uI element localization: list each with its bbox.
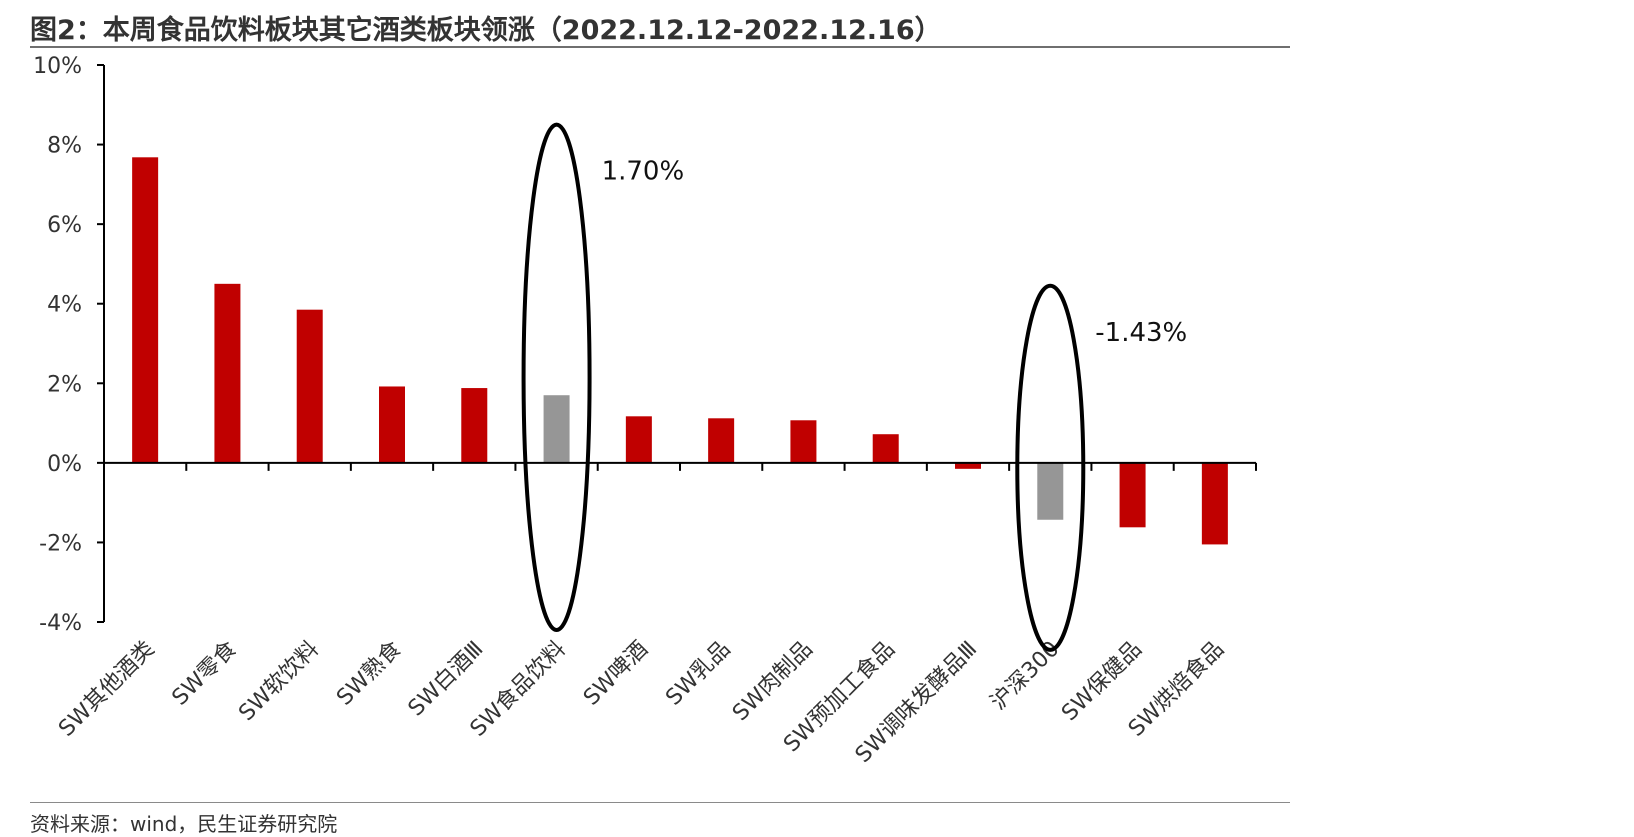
y-tick-label: 10% xyxy=(33,54,82,79)
y-tick-label: 6% xyxy=(47,213,82,238)
y-tick-label: 0% xyxy=(47,452,82,477)
category-label: SW软饮料 xyxy=(234,637,324,727)
category-label: SW啤酒 xyxy=(579,637,653,711)
bar xyxy=(1119,462,1146,528)
source-note: 资料来源：wind，民生证券研究院 xyxy=(30,812,338,836)
bar xyxy=(296,309,323,463)
annotation-label: 1.70% xyxy=(602,157,685,187)
y-tick-label: 8% xyxy=(47,134,82,159)
category-label: SW肉制品 xyxy=(728,637,818,727)
bar xyxy=(955,462,981,469)
bar xyxy=(625,416,652,463)
bar xyxy=(379,386,405,463)
footer-divider xyxy=(30,802,1290,803)
bar xyxy=(708,418,735,463)
bar xyxy=(543,395,570,463)
bar xyxy=(214,283,241,463)
y-tick-label: -2% xyxy=(39,531,82,556)
y-tick-label: 2% xyxy=(47,372,82,397)
chart-title: 图2：本周食品饮料板块其它酒类板块领涨（2022.12.12-2022.12.1… xyxy=(30,15,942,46)
category-label: SW保健品 xyxy=(1057,637,1147,727)
category-label: SW白酒Ⅲ xyxy=(404,637,489,722)
title-divider xyxy=(30,46,1290,48)
bar xyxy=(872,434,899,463)
annotation-label: -1.43% xyxy=(1095,318,1187,348)
category-label: SW熟食 xyxy=(332,637,406,711)
bar xyxy=(790,420,817,463)
bar xyxy=(1201,462,1228,545)
category-label: SW零食 xyxy=(168,637,242,711)
y-tick-label: -4% xyxy=(39,611,82,636)
bar xyxy=(1037,462,1064,520)
y-tick-label: 4% xyxy=(47,293,82,318)
bar xyxy=(132,157,159,463)
highlight-ellipse xyxy=(521,122,592,632)
bar xyxy=(461,388,488,463)
highlight-ellipse xyxy=(1015,283,1086,652)
category-label: SW乳品 xyxy=(661,637,735,711)
category-label: SW其他酒类 xyxy=(54,637,159,742)
